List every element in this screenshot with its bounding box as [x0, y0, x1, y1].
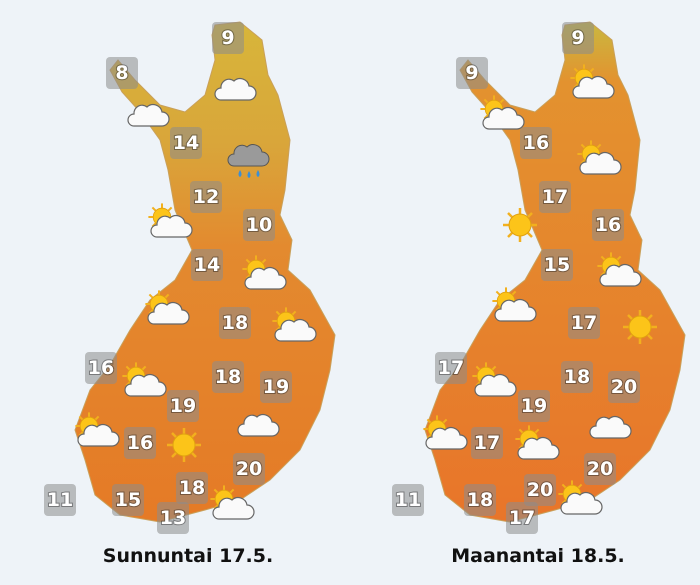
temperature: 9 — [571, 27, 584, 49]
temperature-box — [435, 352, 467, 384]
temperature: 18 — [467, 489, 493, 511]
temperature: 17 — [474, 432, 500, 454]
temperature-box — [85, 352, 117, 384]
temperature-box — [112, 484, 144, 516]
temperature: 15 — [115, 489, 141, 511]
temperature-box — [219, 307, 251, 339]
temperature: 8 — [115, 62, 128, 84]
temperature: 17 — [542, 186, 568, 208]
temperature-box — [506, 502, 538, 534]
temperature-box — [157, 502, 189, 534]
temperature-box — [541, 249, 573, 281]
temperature: 16 — [595, 214, 621, 236]
temperature: 9 — [221, 27, 234, 49]
temperature-box — [520, 127, 552, 159]
temperature-box — [518, 390, 550, 422]
temperature-box — [106, 57, 138, 89]
temperature: 16 — [88, 357, 114, 379]
temperature: 18 — [564, 366, 590, 388]
temperature: 16 — [127, 432, 153, 454]
temperature: 9 — [465, 62, 478, 84]
temperature: 18 — [222, 312, 248, 334]
temperature: 11 — [47, 489, 73, 511]
map-monday: 9 9 16 17 16 15 17 17 18 20 19 17 20 20 11 18 17 Maananta… — [392, 21, 686, 567]
temperature: 19 — [263, 376, 289, 398]
temperature: 17 — [509, 507, 535, 529]
temperature: 17 — [571, 312, 597, 334]
temperature: 18 — [215, 366, 241, 388]
temperature: 17 — [438, 357, 464, 379]
temperature-box — [44, 484, 76, 516]
temperature-box — [167, 390, 199, 422]
temperature: 20 — [587, 458, 613, 480]
temperature: 19 — [521, 395, 547, 417]
temperature-box — [568, 307, 600, 339]
temperature-box — [190, 181, 222, 213]
temperature-box — [539, 181, 571, 213]
temperature-box — [212, 22, 244, 54]
weather-icon — [501, 206, 539, 244]
temperature-box — [471, 427, 503, 459]
temperature: 20 — [611, 376, 637, 398]
temperature: 13 — [160, 507, 186, 529]
temperature: 16 — [523, 132, 549, 154]
temperature-box — [176, 472, 208, 504]
temperature-box — [561, 361, 593, 393]
temperature-box — [584, 453, 616, 485]
temperature: 11 — [395, 489, 421, 511]
temperature: 14 — [194, 254, 220, 276]
temperature-box — [464, 484, 496, 516]
temperature-box — [233, 453, 265, 485]
temperature-box — [456, 57, 488, 89]
temperature-box — [608, 371, 640, 403]
temperature-box — [562, 22, 594, 54]
temperature: 12 — [193, 186, 219, 208]
temperature: 15 — [544, 254, 570, 276]
temperature-box — [212, 361, 244, 393]
day-label: Maanantai 18.5. — [451, 545, 625, 567]
temperature-box — [524, 474, 556, 506]
temperature-box — [392, 484, 424, 516]
temperature-box — [592, 209, 624, 241]
temperature: 14 — [173, 132, 199, 154]
temperature: 19 — [170, 395, 196, 417]
weather-icon — [165, 426, 203, 464]
map-sunday: 9 8 14 12 10 14 18 16 18 19 19 16 20 18 11 15 13 Sunnunta… — [44, 21, 336, 567]
temperature-box — [243, 209, 275, 241]
day-label: Sunnuntai 17.5. — [103, 545, 273, 567]
temperature-box — [191, 249, 223, 281]
temperature: 18 — [179, 477, 205, 499]
temperature: 20 — [236, 458, 262, 480]
temperature-box — [170, 127, 202, 159]
temperature-box — [124, 427, 156, 459]
temperature: 20 — [527, 479, 553, 501]
weather-icon — [621, 308, 659, 346]
temperature-box — [260, 371, 292, 403]
temperature: 10 — [246, 214, 272, 236]
